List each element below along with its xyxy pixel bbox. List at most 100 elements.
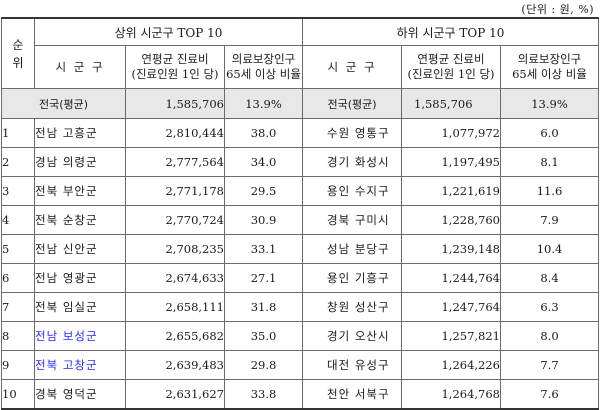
table-row: 4 전북 순창군 2,770,724 30.9 경북 구미시 1,228,760… xyxy=(1,205,599,235)
bottom-region-cell: 대전 유성구 xyxy=(302,350,402,380)
table-row: 8 전남 보성군 2,655,682 35.0 경기 오산시 1,257,821… xyxy=(1,321,599,351)
bottom-cost-cell: 1,197,495 xyxy=(401,147,501,177)
table-row: 6 전남 영광군 2,674,633 27.1 용인 기흥구 1,244,764… xyxy=(1,263,599,293)
bottom-ratio-cell: 7.9 xyxy=(500,205,599,235)
bottom-ratio-cell: 6.0 xyxy=(500,118,599,148)
bottom-region-cell: 천안 서북구 xyxy=(302,379,402,410)
bottom-cost-header-line1: 연평균 진료비 xyxy=(417,52,485,66)
top-region-cell: 전북 고창군 xyxy=(34,350,126,380)
top-region-cell: 경북 영덕군 xyxy=(34,379,126,410)
table-row: 2 경남 의령군 2,777,564 34.0 경기 화성시 1,197,495… xyxy=(1,147,599,177)
table-row: 7 전북 임실군 2,658,111 31.8 창원 성산구 1,247,764… xyxy=(1,292,599,322)
bottom-cost-cell: 1,077,972 xyxy=(401,118,501,148)
rank-cell: 10 xyxy=(1,379,35,410)
national-ratio-top: 13.9% xyxy=(224,88,303,119)
top-region-cell: 경남 의령군 xyxy=(34,147,126,177)
top-group-header: 상위 시군구 TOP 10 xyxy=(34,17,303,46)
bottom-cost-cell: 1,264,226 xyxy=(401,350,501,380)
national-label-bottom: 전국(평균) xyxy=(302,88,402,119)
top-cost-cell: 2,777,564 xyxy=(125,147,225,177)
rank-cell: 1 xyxy=(1,118,35,148)
top-ratio-cell: 29.5 xyxy=(224,176,303,206)
bottom-cost-cell: 1,247,764 xyxy=(401,292,501,322)
top-cost-header-line2: (진료인원 1인 당) xyxy=(131,67,219,81)
national-ratio-bottom: 13.9% xyxy=(500,88,599,119)
bottom-cost-cell: 1,244,764 xyxy=(401,263,501,293)
bottom-cost-header: 연평균 진료비 (진료인원 1인 당) xyxy=(401,45,501,89)
top-region-header: 시 군 구 xyxy=(34,45,126,89)
group-header-row: 순위 상위 시군구 TOP 10 하위 시군구 TOP 10 xyxy=(1,17,599,89)
top-region-cell: 전남 보성군 xyxy=(34,321,126,351)
rank-cell: 3 xyxy=(1,176,35,206)
rank-cell: 5 xyxy=(1,234,35,264)
rank-cell: 4 xyxy=(1,205,35,235)
top-ratio-header-line2: 65세 이상 비율 xyxy=(226,67,301,81)
top-ratio-cell: 35.0 xyxy=(224,321,303,351)
top-region-cell: 전남 고흥군 xyxy=(34,118,126,148)
bottom-region-cell: 경기 화성시 xyxy=(302,147,402,177)
bottom-region-cell: 성남 분당구 xyxy=(302,234,402,264)
top-cost-cell: 2,708,235 xyxy=(125,234,225,264)
bottom-cost-cell: 1,239,148 xyxy=(401,234,501,264)
top-ratio-cell: 31.8 xyxy=(224,292,303,322)
top-cost-cell: 2,771,178 xyxy=(125,176,225,206)
top-ratio-cell: 30.9 xyxy=(224,205,303,235)
top-region-cell: 전북 순창군 xyxy=(34,205,126,235)
bottom-region-cell: 경북 구미시 xyxy=(302,205,402,235)
top-region-cell: 전북 부안군 xyxy=(34,176,126,206)
top-ratio-cell: 38.0 xyxy=(224,118,303,148)
top-cost-cell: 2,810,444 xyxy=(125,118,225,148)
bottom-region-header: 시 군 구 xyxy=(302,45,402,89)
top-cost-header: 연평균 진료비 (진료인원 1인 당) xyxy=(125,45,225,89)
rank-cell: 7 xyxy=(1,292,35,322)
bottom-region-cell: 용인 기흥구 xyxy=(302,263,402,293)
top-cost-cell: 2,639,483 xyxy=(125,350,225,380)
top-region-cell: 전남 영광군 xyxy=(34,263,126,293)
top-ratio-cell: 33.8 xyxy=(224,379,303,410)
top-cost-cell: 2,674,633 xyxy=(125,263,225,293)
bottom-region-cell: 창원 성산구 xyxy=(302,292,402,322)
bottom-cost-cell: 1,221,619 xyxy=(401,176,501,206)
national-cost-bottom: 1,585,706 xyxy=(401,88,501,119)
rank-cell: 6 xyxy=(1,263,35,293)
bottom-region-cell: 수원 영통구 xyxy=(302,118,402,148)
top-ratio-cell: 34.0 xyxy=(224,147,303,177)
bottom-ratio-cell: 6.3 xyxy=(500,292,599,322)
top-cost-cell: 2,658,111 xyxy=(125,292,225,322)
bottom-cost-cell: 1,264,768 xyxy=(401,379,501,410)
bottom-cost-header-line2: (진료인원 1인 당) xyxy=(407,67,495,81)
column-header-row: 시 군 구 연평균 진료비 (진료인원 1인 당) 의료보장인구 65세 이상 … xyxy=(2,45,599,89)
table-row: 9 전북 고창군 2,639,483 29.8 대전 유성구 1,264,226… xyxy=(1,350,599,380)
rank-cell: 9 xyxy=(1,350,35,380)
bottom-cost-cell: 1,257,821 xyxy=(401,321,501,351)
bottom-ratio-cell: 11.6 xyxy=(500,176,599,206)
bottom-ratio-header-line1: 의료보장인구 xyxy=(517,52,582,66)
national-average-row: 전국(평균) 1,585,706 13.9% 전국(평균) 1,585,706 … xyxy=(1,88,599,119)
top-region-cell: 전북 임실군 xyxy=(34,292,126,322)
bottom-ratio-cell: 7.6 xyxy=(500,379,599,410)
unit-note: (단위 : 원, %) xyxy=(521,3,594,16)
bottom-ratio-cell: 8.1 xyxy=(500,147,599,177)
table-row: 10 경북 영덕군 2,631,627 33.8 천안 서북구 1,264,76… xyxy=(1,379,599,410)
bottom-ratio-header-line2: 65세 이상 비율 xyxy=(512,67,587,81)
rank-header: 순위 xyxy=(1,17,35,89)
bottom-ratio-cell: 7.7 xyxy=(500,350,599,380)
table-row: 5 전남 신안군 2,708,235 33.1 성남 분당구 1,239,148… xyxy=(1,234,599,264)
bottom-region-cell: 경기 오산시 xyxy=(302,321,402,351)
bottom-region-cell: 용인 수지구 xyxy=(302,176,402,206)
top-ratio-cell: 33.1 xyxy=(224,234,303,264)
top-ratio-header: 의료보장인구 65세 이상 비율 xyxy=(224,45,303,89)
bottom-group-header: 하위 시군구 TOP 10 xyxy=(302,17,599,46)
bottom-ratio-cell: 8.4 xyxy=(500,263,599,293)
bottom-ratio-cell: 10.4 xyxy=(500,234,599,264)
national-cost-top: 1,585,706 xyxy=(125,88,225,119)
bottom-cost-cell: 1,228,760 xyxy=(401,205,501,235)
bottom-ratio-cell: 8.0 xyxy=(500,321,599,351)
table-row: 3 전북 부안군 2,771,178 29.5 용인 수지구 1,221,619… xyxy=(1,176,599,206)
top-cost-cell: 2,770,724 xyxy=(125,205,225,235)
top-ratio-header-line1: 의료보장인구 xyxy=(231,52,296,66)
rank-cell: 2 xyxy=(1,147,35,177)
national-label-top: 전국(평균) xyxy=(1,88,126,119)
top-ratio-cell: 29.8 xyxy=(224,350,303,380)
top-region-cell: 전남 신안군 xyxy=(34,234,126,264)
